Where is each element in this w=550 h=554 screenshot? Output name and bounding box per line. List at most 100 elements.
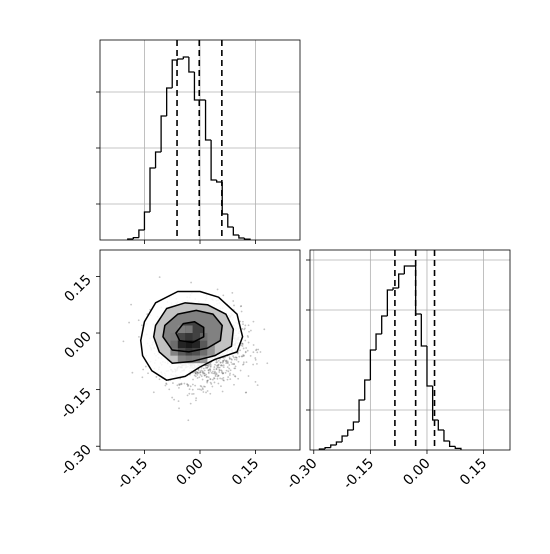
- scatter-point: [209, 392, 212, 395]
- scatter-point: [194, 372, 197, 375]
- scatter-point: [178, 407, 180, 410]
- scatter-point: [231, 291, 234, 294]
- scatter-point: [216, 361, 219, 364]
- scatter-point: [226, 366, 229, 369]
- scatter-point: [233, 304, 235, 307]
- scatter-point: [198, 388, 201, 391]
- scatter-point: [230, 358, 233, 361]
- scatter-point: [221, 372, 224, 375]
- scatter-point: [155, 376, 158, 378]
- scatter-point: [234, 367, 237, 370]
- scatter-point: [222, 372, 224, 374]
- histogram-bin: [216, 180, 223, 183]
- scatter-point: [243, 328, 246, 331]
- histogram-bin: [193, 72, 200, 101]
- scatter-point: [195, 370, 198, 373]
- scatter-point: [221, 390, 224, 393]
- scatter-point: [230, 361, 233, 364]
- density-grid: [170, 325, 215, 364]
- scatter-point: [215, 368, 218, 371]
- scatter-point: [257, 348, 260, 351]
- scatter-point: [189, 385, 192, 388]
- scatter-point: [242, 355, 245, 357]
- scatter-point: [200, 385, 203, 388]
- scatter-point: [254, 358, 257, 361]
- scatter-point: [209, 368, 212, 371]
- scatter-point: [186, 394, 189, 397]
- scatter-point: [211, 385, 214, 388]
- scatter-point: [234, 375, 237, 378]
- scatter-point: [217, 364, 219, 366]
- scatter-point: [213, 366, 216, 368]
- histogram-bin: [369, 349, 377, 380]
- scatter-point: [241, 355, 244, 358]
- scatter-point: [240, 355, 243, 358]
- scatter-point: [244, 339, 247, 342]
- histogram-bin: [138, 229, 145, 238]
- scatter-point: [241, 343, 244, 345]
- scatter-point: [232, 355, 234, 358]
- scatter-point: [252, 320, 255, 323]
- histogram-bin: [238, 235, 245, 239]
- density-cell: [177, 340, 186, 349]
- histogram-bin: [392, 287, 399, 290]
- contour-line: [139, 290, 244, 381]
- scatter-point: [209, 381, 212, 384]
- scatter-point: [200, 369, 203, 372]
- scatter-point: [213, 372, 216, 375]
- scatter-point: [179, 383, 182, 386]
- scatter-point: [191, 393, 194, 395]
- scatter-point: [242, 354, 245, 356]
- scatter-point: [220, 364, 223, 366]
- scatter-point: [242, 363, 244, 366]
- density-cell: [170, 348, 178, 356]
- scatter-point: [218, 369, 221, 372]
- scatter-point: [216, 288, 219, 291]
- scatter-point: [240, 305, 243, 307]
- scatter-point: [201, 370, 204, 372]
- scatter-point: [247, 336, 250, 338]
- x-tick-label: 0.15: [229, 456, 262, 489]
- scatter-point: [210, 383, 213, 385]
- scatter-point: [242, 347, 245, 350]
- scatter-point: [206, 381, 209, 384]
- scatter-point: [239, 305, 242, 308]
- scatter-point: [238, 355, 241, 358]
- scatter-point: [218, 371, 221, 373]
- scatter-point: [247, 341, 250, 344]
- scatter-point: [138, 336, 140, 338]
- scatter-point: [256, 351, 259, 354]
- x-tick-label: -0.15: [114, 456, 151, 493]
- density-cell: [207, 348, 215, 356]
- scatter-point: [229, 357, 231, 360]
- scatter-point: [195, 397, 198, 400]
- scatter-point: [213, 377, 215, 379]
- scatter-point: [242, 323, 244, 326]
- scatter-point: [165, 383, 168, 385]
- scatter-point: [197, 372, 200, 375]
- density-cell: [185, 325, 193, 334]
- histogram-bin: [431, 386, 439, 421]
- scatter-point: [194, 384, 197, 387]
- scatter-point: [208, 364, 211, 366]
- scatter-point: [254, 381, 257, 383]
- scatter-point: [216, 375, 219, 378]
- scatter-point: [205, 376, 208, 378]
- scatter-point: [227, 376, 230, 378]
- scatter-point: [230, 358, 233, 360]
- axes-frame: [309, 249, 511, 451]
- scatter-point: [187, 385, 189, 387]
- scatter-point: [245, 347, 248, 349]
- y-tick-label: 0.15: [61, 272, 94, 305]
- scatter-point: [205, 367, 207, 369]
- histogram-bin: [182, 56, 189, 59]
- scatter-point: [263, 328, 266, 331]
- scatter-point: [228, 364, 231, 366]
- scatter-point: [128, 321, 130, 324]
- scatter-point: [241, 320, 244, 323]
- scatter-point: [222, 376, 225, 379]
- scatter-point: [209, 365, 212, 368]
- contour-line: [175, 320, 205, 344]
- x-tick-label: 0.15: [457, 456, 490, 489]
- scatter-point: [215, 372, 218, 375]
